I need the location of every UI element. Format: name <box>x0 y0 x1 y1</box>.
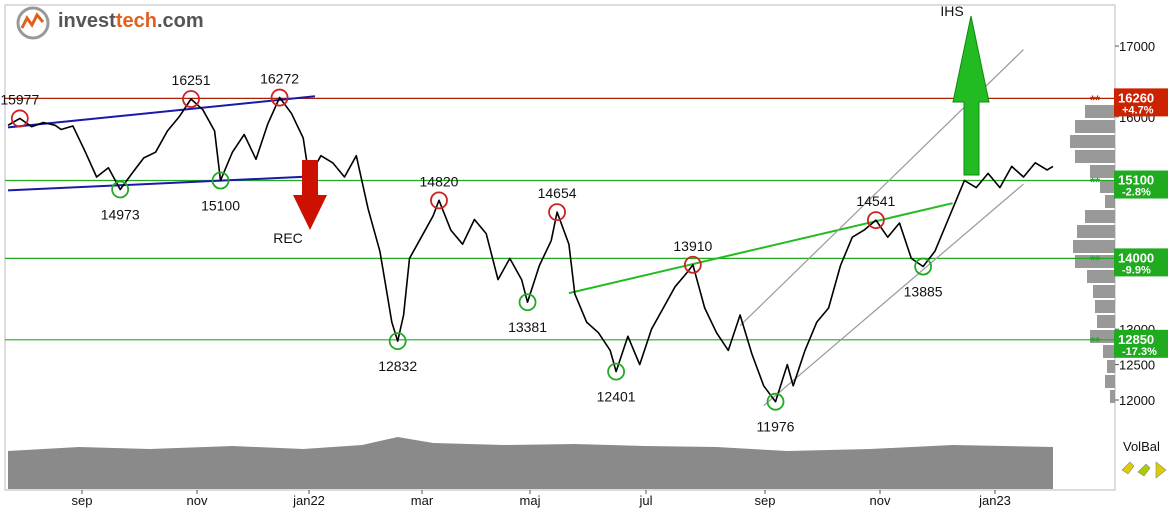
marker-high-circle <box>182 90 200 108</box>
marker-label: 12401 <box>597 389 636 405</box>
level-tag-value: 12850 <box>1118 332 1154 347</box>
trendline-grey-lower <box>763 183 1024 407</box>
marker-label: 14820 <box>420 173 459 189</box>
marker-high-circle <box>866 211 885 229</box>
marker-label: 13885 <box>904 284 943 300</box>
marker-label: 16251 <box>172 72 211 88</box>
x-tick-label: jan23 <box>978 493 1011 508</box>
x-tick-label: nov <box>187 493 208 508</box>
logo-icon <box>16 6 50 40</box>
volume-profile-bar <box>1097 315 1115 328</box>
volume-profile-bar <box>1093 285 1115 298</box>
marker-low-circle <box>518 293 537 312</box>
volume-profile-bar <box>1107 360 1115 373</box>
x-tick-label: jul <box>638 493 652 508</box>
x-tick-label: sep <box>72 493 93 508</box>
marker-label: 11976 <box>757 419 795 435</box>
trendline-blue-bottom <box>7 175 316 192</box>
marker-low-circle <box>766 392 785 411</box>
price-line <box>7 96 1054 403</box>
level-tag-box <box>1114 170 1168 199</box>
volbal-arrow-icon <box>1121 461 1135 475</box>
marker-high-circle <box>430 191 448 210</box>
marker-low-circle <box>211 171 230 190</box>
signal-label-ihs: IHS <box>940 3 963 19</box>
logo-text-part3: .com <box>156 10 204 32</box>
volume-profile-bar <box>1075 150 1115 163</box>
volume-profile-bar <box>1090 165 1115 178</box>
marker-label: 13910 <box>673 238 712 254</box>
level-tag-pct: +4.7% <box>1122 104 1154 116</box>
volume-profile-bar <box>1100 180 1115 193</box>
marker-label: 12832 <box>378 358 417 374</box>
x-tick-label: mar <box>411 493 434 508</box>
volume-profile-bar <box>1077 225 1115 238</box>
logo[interactable]: investtech.com <box>16 6 236 40</box>
level-tag-box <box>1114 329 1168 358</box>
trendline-green-trend <box>568 202 953 295</box>
volume-area <box>8 437 1053 489</box>
marker-high-circle <box>548 203 566 221</box>
volume-profile-bar <box>1085 210 1115 223</box>
marker-high-circle <box>10 109 29 128</box>
marker-low-circle <box>607 362 626 381</box>
x-tick-label: maj <box>520 493 541 508</box>
logo-text-part1: invest <box>58 10 116 32</box>
volume-profile-bar <box>1085 105 1115 118</box>
marker-high-circle <box>270 88 289 107</box>
ihs-up-arrow <box>952 15 990 176</box>
marker-high-circle <box>683 255 702 274</box>
volume-profile-bar <box>1087 270 1115 283</box>
x-tick-label: sep <box>755 493 776 508</box>
level-tag-value: 14000 <box>1118 250 1154 265</box>
level-tag-pct: -9.9% <box>1122 264 1151 276</box>
volbal-arrow-icon <box>1137 463 1151 477</box>
volbal-label: VolBal <box>1123 439 1160 454</box>
volbal-arrow-icon <box>1155 461 1167 479</box>
volume-profile-bar <box>1075 120 1115 133</box>
volume-profile-bar <box>1070 135 1115 148</box>
logo-text-part2: tech <box>115 10 157 32</box>
level-asterisk: ** <box>1090 334 1101 349</box>
marker-label: 16272 <box>260 71 299 87</box>
level-asterisk: ** <box>1090 92 1101 107</box>
x-tick-label: nov <box>870 493 891 508</box>
level-asterisk: ** <box>1090 252 1101 267</box>
trendline-blue-top <box>7 95 316 129</box>
y-tick-label: 17000 <box>1119 39 1155 54</box>
marker-label: 13381 <box>508 319 547 335</box>
volume-profile-bar <box>1105 195 1115 208</box>
marker-label: 14973 <box>101 207 140 223</box>
level-tag-box <box>1114 248 1168 277</box>
volume-profile-bar <box>1073 240 1115 253</box>
level-tag-value: 15100 <box>1118 173 1154 188</box>
level-tag-pct: -17.3% <box>1122 346 1157 358</box>
marker-label: 14541 <box>856 193 895 209</box>
volume-profile-bar <box>1095 300 1115 313</box>
volume-profile-bar <box>1103 345 1115 358</box>
volume-profile-bar <box>1110 390 1115 403</box>
level-tag-pct: -2.8% <box>1122 187 1151 199</box>
marker-low-circle <box>914 257 933 276</box>
level-tag-box <box>1114 88 1168 117</box>
signal-label-rec: REC <box>273 230 303 246</box>
rec-down-arrow <box>293 160 327 230</box>
marker-low-circle <box>388 332 407 350</box>
level-asterisk: ** <box>1090 175 1101 190</box>
marker-label: 15977 <box>0 91 39 107</box>
y-tick-label: 12000 <box>1119 393 1155 408</box>
marker-label: 14654 <box>538 185 577 201</box>
marker-label: 15100 <box>201 198 240 214</box>
y-tick-label: 12500 <box>1119 358 1155 373</box>
x-tick-label: jan22 <box>292 493 325 508</box>
level-tag-value: 16260 <box>1118 90 1154 105</box>
volume-profile-bar <box>1105 375 1115 388</box>
marker-low-circle <box>111 180 130 199</box>
